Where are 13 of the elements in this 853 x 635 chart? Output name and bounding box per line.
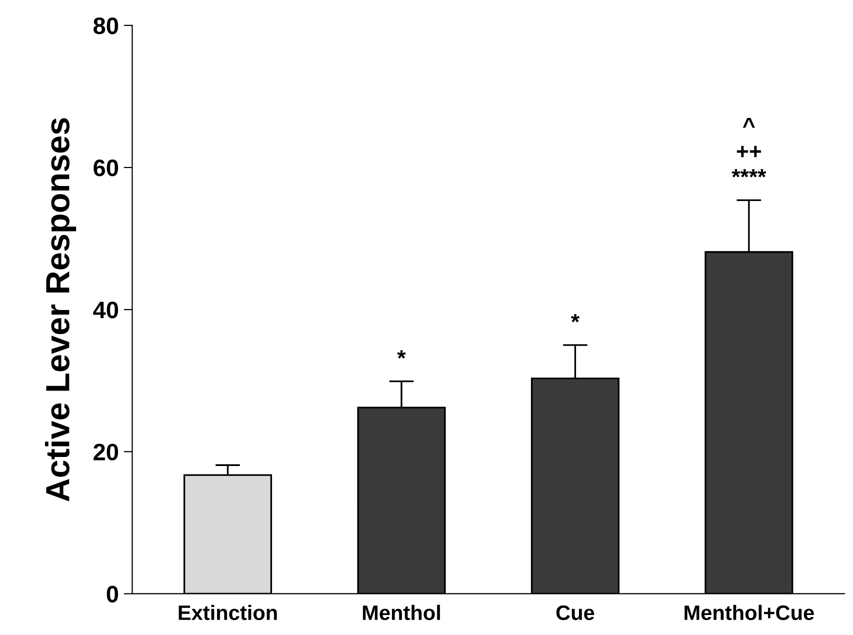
y-tick-label: 60: [94, 160, 118, 176]
annotation: *: [570, 314, 580, 322]
y-tick-label: 80: [94, 17, 118, 34]
y-tick-label: 0: [106, 586, 118, 603]
x-tick-label: Menthol: [362, 604, 440, 620]
annotation: ^ ++ ****: [732, 118, 766, 178]
x-tick-label: Menthol+Cue: [684, 604, 814, 620]
y-tick-label: 20: [94, 444, 118, 460]
y-tick-label: 40: [93, 302, 118, 318]
x-tick-label: Cue: [556, 605, 594, 620]
y-axis-title: Active Lever Responses: [45, 118, 76, 502]
x-tick-label: Extinction: [178, 604, 277, 620]
annotation: *: [397, 350, 406, 359]
